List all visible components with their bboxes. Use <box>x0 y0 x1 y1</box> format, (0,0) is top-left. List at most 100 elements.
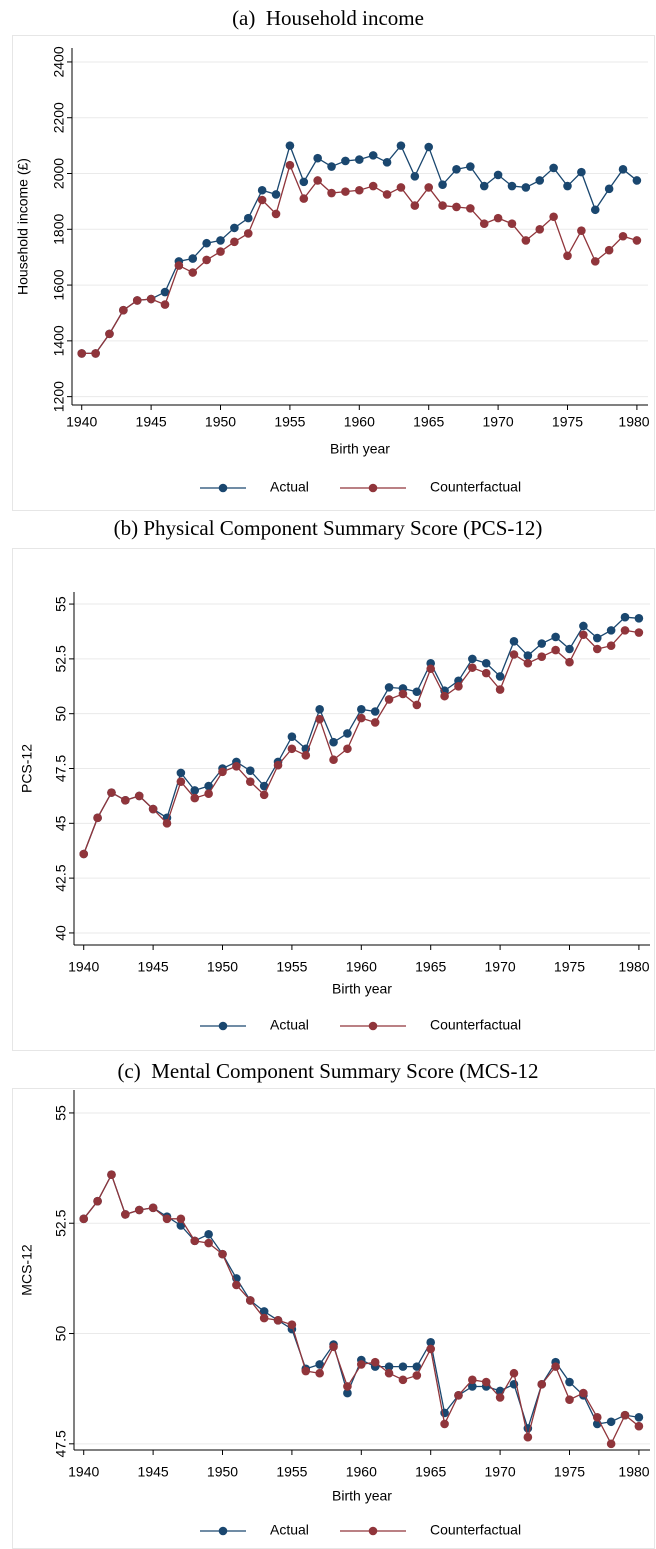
series-marker <box>537 652 547 661</box>
series-marker <box>468 663 477 672</box>
series-marker <box>259 790 269 800</box>
x-tick-label: 1960 <box>346 1464 377 1480</box>
series-marker <box>551 632 560 642</box>
series-marker <box>79 1214 89 1224</box>
series-marker <box>134 791 144 801</box>
series-marker <box>313 176 322 185</box>
series-marker <box>410 171 420 181</box>
series-marker <box>424 183 434 192</box>
series-marker <box>396 183 406 192</box>
series-marker <box>592 644 602 654</box>
series-marker <box>190 1236 200 1246</box>
y-tick-label: 47.5 <box>53 755 69 782</box>
series-marker <box>523 1432 533 1442</box>
series-marker <box>176 777 186 786</box>
series-marker <box>343 744 352 754</box>
series-marker <box>357 705 366 714</box>
series-marker <box>521 236 531 245</box>
x-tick-label: 1980 <box>618 414 649 430</box>
y-tick-label: 42.5 <box>53 864 69 891</box>
y-tick-label: 1200 <box>51 381 67 412</box>
x-tick-label: 1980 <box>618 959 649 975</box>
series-marker <box>410 201 420 210</box>
chart-title: (c) Mental Component Summary Score (MCS-… <box>117 1059 538 1083</box>
y-tick-label: 1400 <box>51 325 67 356</box>
x-tick-label: 1945 <box>138 1464 169 1480</box>
series-marker <box>549 163 558 173</box>
legend-marker <box>368 1526 378 1536</box>
y-axis-label: Household income (£) <box>15 158 31 295</box>
series-marker <box>551 645 560 655</box>
series-marker <box>634 614 644 623</box>
series-marker <box>565 657 574 667</box>
series-marker <box>93 813 102 823</box>
series-marker <box>355 155 364 164</box>
series-marker <box>479 219 489 229</box>
series-marker <box>343 729 352 738</box>
series-marker <box>632 176 642 185</box>
series-marker <box>107 788 116 797</box>
series-marker <box>121 1210 130 1219</box>
series-marker <box>535 176 545 185</box>
series-marker <box>590 205 600 215</box>
y-tick-label: 55 <box>53 596 69 612</box>
series-marker <box>468 1375 477 1385</box>
series-marker <box>273 760 283 770</box>
series-marker <box>245 777 255 786</box>
series-marker <box>341 187 350 196</box>
series-marker <box>107 1170 116 1180</box>
y-axis-label: PCS-12 <box>19 744 35 793</box>
series-marker <box>245 1296 255 1305</box>
series-marker <box>634 1413 644 1422</box>
series-marker <box>495 685 505 694</box>
series-marker <box>426 1344 436 1354</box>
series-marker <box>93 1196 102 1206</box>
series-marker <box>329 1342 338 1352</box>
series-marker <box>507 181 517 191</box>
x-tick-label: 1975 <box>554 959 585 975</box>
series-marker <box>273 1315 283 1325</box>
series-marker <box>341 156 350 166</box>
series-marker <box>204 1229 213 1239</box>
x-tick-label: 1965 <box>415 1464 446 1480</box>
series-marker <box>343 1388 352 1398</box>
series-marker <box>537 1379 547 1389</box>
x-tick-label: 1960 <box>344 414 375 430</box>
series-marker <box>355 185 364 195</box>
series-line <box>81 143 638 355</box>
series-marker <box>618 231 628 241</box>
series-marker <box>509 637 519 646</box>
series-marker <box>160 287 170 297</box>
series-marker <box>162 819 172 828</box>
series-marker <box>384 1362 394 1371</box>
legend-marker <box>368 1021 378 1031</box>
chart-title: (b) Physical Component Summary Score (PC… <box>114 516 543 540</box>
y-tick-label: 2000 <box>51 158 67 189</box>
x-tick-label: 1940 <box>68 959 99 975</box>
series-marker <box>327 188 336 198</box>
y-tick-label: 47.5 <box>53 1430 69 1457</box>
series-marker <box>382 158 392 167</box>
series-marker <box>398 1362 408 1371</box>
series-marker <box>176 1214 186 1224</box>
series-marker <box>188 254 198 263</box>
series-marker <box>79 849 89 859</box>
series-marker <box>577 167 586 177</box>
series-marker <box>412 700 422 710</box>
series-marker <box>204 1238 213 1248</box>
series-marker <box>620 626 630 635</box>
series-marker <box>398 1375 408 1385</box>
x-axis-label: Birth year <box>332 1488 392 1504</box>
series-marker <box>160 300 170 309</box>
series-marker <box>412 1362 422 1371</box>
series-marker <box>632 236 642 245</box>
series-marker <box>412 1371 422 1380</box>
x-axis-label: Birth year <box>332 981 392 997</box>
series-marker <box>216 236 225 245</box>
series-marker <box>315 705 324 714</box>
series-marker <box>452 165 461 174</box>
series-marker <box>202 238 211 248</box>
series-marker <box>190 793 200 803</box>
chart-frame <box>12 548 655 1051</box>
